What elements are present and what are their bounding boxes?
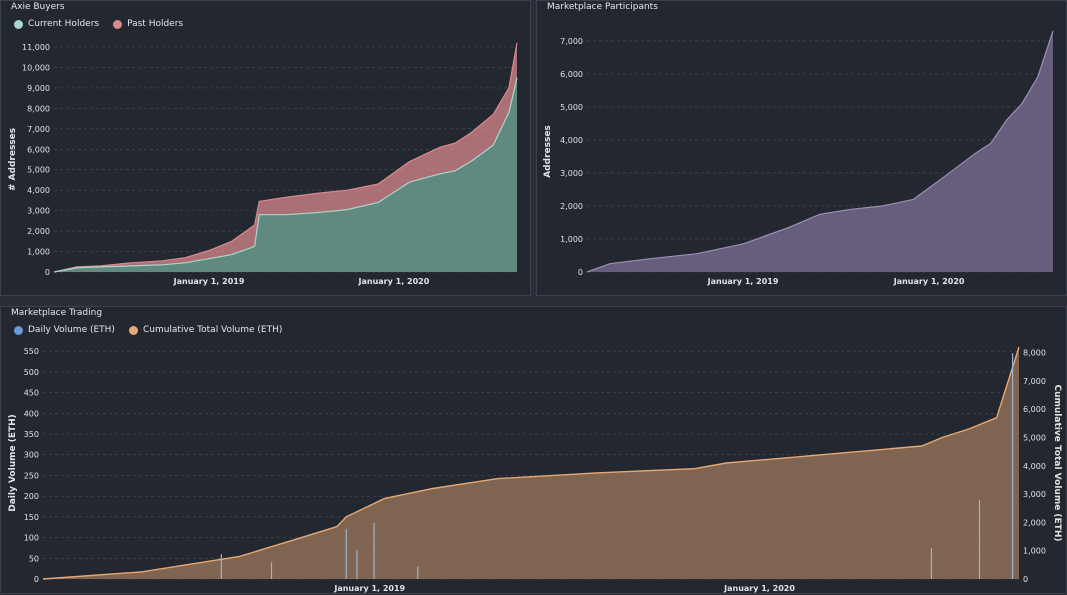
y-axis-label: Daily Volume (ETH) (8, 414, 18, 512)
x-tick-label: January 1, 2019 (173, 277, 245, 286)
legend-item-past-holders[interactable]: Past Holders (113, 19, 183, 29)
x-tick-label: January 1, 2020 (358, 277, 430, 286)
y-tick-label: 7,000 (560, 37, 583, 46)
y-tick-label: 3,000 (27, 207, 50, 216)
line-cumulative-volume (42, 346, 1020, 580)
panel-title: Axie Buyers (11, 2, 65, 12)
line-current-holders (53, 77, 518, 273)
area-cumulative-volume (43, 347, 1019, 579)
y-tick-label: 2,000 (560, 202, 583, 211)
legend-item-cumulative-volume[interactable]: Cumulative Total Volume (ETH) (128, 325, 283, 335)
marketplace-participants-chart[interactable]: 0 1,000 2,000 3,000 4,000 5,000 6,000 7,000 Janu… (537, 1, 1067, 297)
y-tick-label: 50 (29, 554, 39, 563)
legend-swatch (14, 325, 23, 335)
y2-tick-label: 5,000 (1023, 434, 1046, 443)
y-tick-label: 400 (24, 409, 39, 418)
y-tick-label: 250 (24, 471, 39, 480)
y2-tick-label: 0 (1023, 575, 1028, 584)
y-tick-label: 550 (24, 347, 39, 356)
y-tick-label: 6,000 (27, 145, 50, 154)
axie-buyers-panel: Axie Buyers Current Holders Past Holders… (0, 0, 531, 296)
y2-tick-label: 2,000 (1023, 518, 1046, 527)
panel-title: Marketplace Trading (11, 308, 103, 318)
marketplace-participants-panel: Marketplace Participants 0 1,000 2,000 3,00… (536, 0, 1067, 296)
axie-buyers-chart[interactable]: 0 1,000 2,000 3,000 4,000 5,000 6,000 7,000 8,00… (1, 1, 532, 297)
legend: Current Holders Past Holders (14, 19, 183, 29)
legend-label: Current Holders (28, 19, 100, 29)
y-tick-label: 0 (34, 575, 39, 584)
x-tick-label: January 1, 2020 (723, 584, 795, 593)
y2-axis-label: Cumulative Total Volume (ETH) (1052, 385, 1062, 542)
y-tick-label: 0 (578, 268, 583, 277)
y-tick-label: 4,000 (27, 186, 50, 195)
y-tick-label: 9,000 (27, 84, 50, 93)
y2-tick-label: 8,000 (1023, 349, 1046, 358)
y-tick-label: 1,000 (560, 235, 583, 244)
line-participants (586, 30, 1054, 273)
y-tick-label: 1,000 (27, 248, 50, 257)
legend-item-daily-volume[interactable]: Daily Volume (ETH) (14, 325, 115, 335)
legend: Daily Volume (ETH) Cumulative Total Volu… (14, 325, 282, 335)
y-tick-label: 300 (24, 451, 39, 460)
legend-swatch (113, 19, 123, 29)
legend-label: Cumulative Total Volume (ETH) (142, 325, 283, 335)
area-participants (587, 31, 1053, 272)
y-tick-label: 500 (24, 368, 39, 377)
y-tick-label: 8,000 (27, 104, 50, 113)
marketplace-trading-panel: Marketplace Trading Daily Volume (ETH) C… (0, 306, 1067, 594)
area-current-holders (54, 77, 517, 272)
marketplace-trading-chart[interactable]: 0 50 100 150 200 250 300 350 400 450 500 550 0 1,000 2… (1, 307, 1067, 595)
x-tick-label: January 1, 2020 (893, 277, 965, 286)
y-tick-label: 450 (24, 389, 39, 398)
y-tick-label: 3,000 (560, 169, 583, 178)
legend-item-current-holders[interactable]: Current Holders (14, 19, 99, 29)
y-tick-label: 4,000 (560, 136, 583, 145)
y-tick-label: 0 (45, 268, 50, 277)
y-tick-label: 5,000 (27, 166, 50, 175)
y2-tick-label: 7,000 (1023, 377, 1046, 386)
legend-label: Past Holders (127, 19, 184, 29)
y2-tick-label: 1,000 (1023, 547, 1046, 556)
y2-tick-label: 3,000 (1023, 490, 1046, 499)
y-axis-label: # Addresses (8, 128, 18, 191)
y-tick-label: 200 (24, 492, 39, 501)
y2-tick-label: 4,000 (1023, 462, 1046, 471)
y-tick-label: 10,000 (22, 63, 50, 72)
y-axis-label: Addresses (543, 125, 553, 178)
line-past-holders (53, 42, 518, 273)
y2-tick-label: 6,000 (1023, 405, 1046, 414)
y-tick-label: 6,000 (560, 70, 583, 79)
legend-swatch (14, 19, 23, 29)
x-tick-label: January 1, 2019 (707, 277, 779, 286)
legend-label: Daily Volume (ETH) (28, 325, 115, 335)
y-tick-label: 7,000 (27, 125, 50, 134)
panel-title: Marketplace Participants (547, 2, 658, 12)
y-tick-label: 100 (24, 534, 39, 543)
y-tick-label: 350 (24, 430, 39, 439)
legend-swatch (128, 325, 138, 335)
y-tick-label: 11,000 (22, 43, 50, 52)
y-tick-label: 2,000 (27, 227, 50, 236)
y-tick-label: 5,000 (560, 103, 583, 112)
y-tick-label: 150 (24, 513, 39, 522)
x-tick-label: January 1, 2019 (333, 584, 405, 593)
